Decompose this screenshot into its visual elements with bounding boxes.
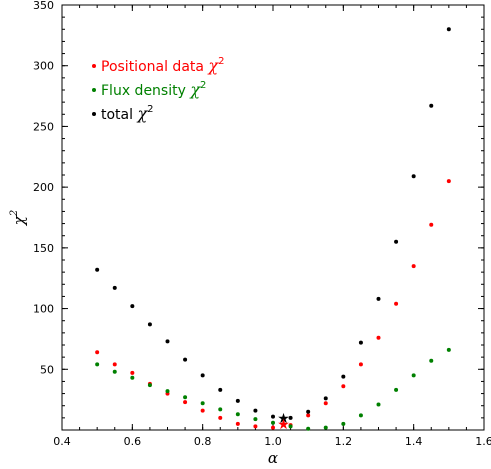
point-positional [235,421,240,426]
point-flux [130,375,135,380]
legend-marker-flux [92,88,96,92]
point-flux [253,417,258,422]
point-total [112,285,117,290]
point-total [235,398,240,403]
point-total [183,357,188,362]
point-positional [306,413,311,418]
point-positional [411,264,416,269]
legend-marker-positional [92,64,96,68]
point-positional [376,335,381,340]
point-flux [358,413,363,418]
point-flux [183,395,188,400]
y-axis-label-sup: 2 [9,210,20,217]
point-total [429,103,434,108]
point-total [411,174,416,179]
x-tick-label: 1.2 [335,435,353,448]
y-tick-label: 50 [40,363,54,376]
legend-label-positional: Positional data χ2 [101,56,225,75]
point-flux [288,424,293,429]
point-flux [376,402,381,407]
point-positional [130,370,135,375]
point-positional [394,301,399,306]
point-positional [323,401,328,406]
point-total [165,339,170,344]
x-tick-label: 1.4 [405,435,423,448]
y-tick-label: 350 [33,0,54,12]
point-positional [95,350,100,355]
legend: Positional data χ2 Flux density χ2 total χ… [92,56,225,123]
point-total [200,373,205,378]
point-total [271,414,275,419]
point-flux [235,412,240,417]
x-tick-label: 0.6 [124,435,142,448]
point-total [394,239,399,244]
best-fit-markers: ★★ [277,411,290,433]
y-tick-label: 300 [33,60,54,73]
point-total [147,322,152,327]
x-tick-label: 1.6 [475,435,491,448]
point-positional [112,362,117,367]
point-positional [200,408,205,413]
point-positional [218,415,223,420]
point-positional [446,179,451,184]
point-positional [429,222,434,227]
x-tick-label: 1.0 [264,435,282,448]
point-total [288,415,293,420]
star-marker: ★ [277,417,290,433]
y-tick-label: 250 [33,120,54,133]
point-flux [112,369,117,374]
point-positional [271,425,275,430]
point-flux [271,420,275,425]
point-positional [341,384,346,389]
x-axis-label: α [268,449,278,467]
point-flux [394,387,399,392]
y-tick-label: 150 [33,242,54,255]
y-tick-label: 100 [33,303,54,316]
point-total [341,374,346,379]
y-axis-label-base: χ [10,215,28,226]
data-points [95,27,451,431]
legend-marker-total [92,112,96,116]
point-flux [323,425,328,430]
point-total [218,387,223,392]
point-flux [446,347,451,352]
star-marker: ★ [277,411,290,427]
point-total [323,396,328,401]
point-positional [183,400,188,405]
point-flux [200,401,205,406]
point-flux [147,383,152,388]
x-tick-label: 0.8 [194,435,212,448]
point-total [376,296,381,301]
point-flux [218,407,223,412]
point-total [358,340,363,345]
y-axis-label: χ2 [9,210,28,226]
point-positional [253,424,258,429]
point-total [95,267,100,272]
point-total [253,408,258,413]
point-total [446,27,451,32]
point-flux [429,358,434,363]
point-flux [165,389,170,394]
legend-label-flux: Flux density χ2 [101,80,206,99]
point-total [306,409,311,414]
x-tick-label: 0.4 [53,435,71,448]
y-tick-label: 200 [33,181,54,194]
ticks: 0.4 0.6 0.8 1.0 1.2 1.4 1.6 50 100 150 200 250 300 35… [33,0,491,448]
point-total [130,304,135,309]
point-flux [95,362,100,367]
point-flux [411,373,416,378]
legend-label-total: total χ2 [101,104,154,123]
point-flux [306,426,311,431]
point-flux [341,421,346,426]
point-positional [358,362,363,367]
